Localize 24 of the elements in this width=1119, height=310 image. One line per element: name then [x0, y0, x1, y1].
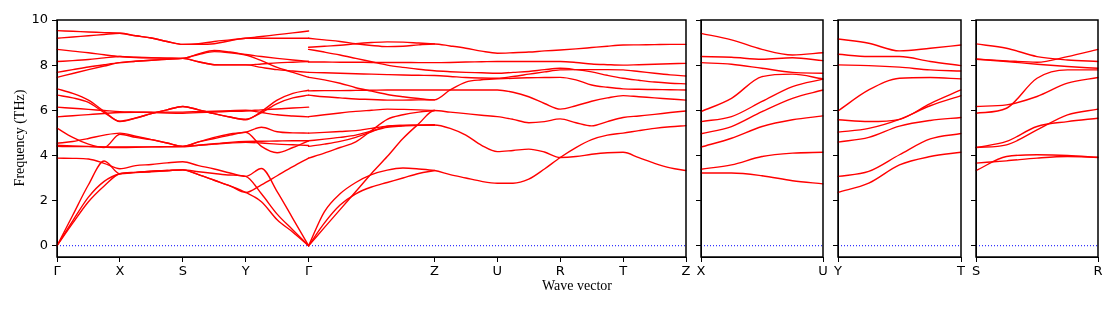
x-tick-label: Γ [53, 263, 62, 279]
x-tick-label: U [492, 263, 503, 279]
x-tick-label: S [178, 263, 187, 279]
x-tick-label: U [818, 263, 828, 279]
y-tick-label: 6 [39, 101, 48, 117]
x-tick-label: Y [833, 263, 843, 279]
x-tick-label: Z [429, 263, 439, 279]
x-tick-label: T [618, 263, 628, 279]
x-tick-label: Y [240, 263, 250, 279]
x-tick-label: Γ [304, 263, 313, 279]
y-tick-label: 4 [39, 146, 48, 162]
x-tick-label: R [555, 263, 565, 279]
x-tick-label: X [115, 263, 125, 279]
y-tick-label: 10 [31, 11, 48, 27]
y-tick-label: 2 [39, 191, 48, 207]
x-tick-label: Z [681, 263, 691, 279]
x-tick-label: R [1093, 263, 1103, 279]
y-tick-label: 0 [39, 237, 48, 253]
y-axis-title: Frequency (THz) [12, 89, 28, 187]
y-tick-label: 8 [39, 56, 48, 72]
x-tick-label: X [696, 263, 706, 279]
x-tick-label: S [971, 263, 981, 279]
x-axis-title: Wave vector [542, 278, 612, 294]
x-tick-label: T [956, 263, 966, 279]
